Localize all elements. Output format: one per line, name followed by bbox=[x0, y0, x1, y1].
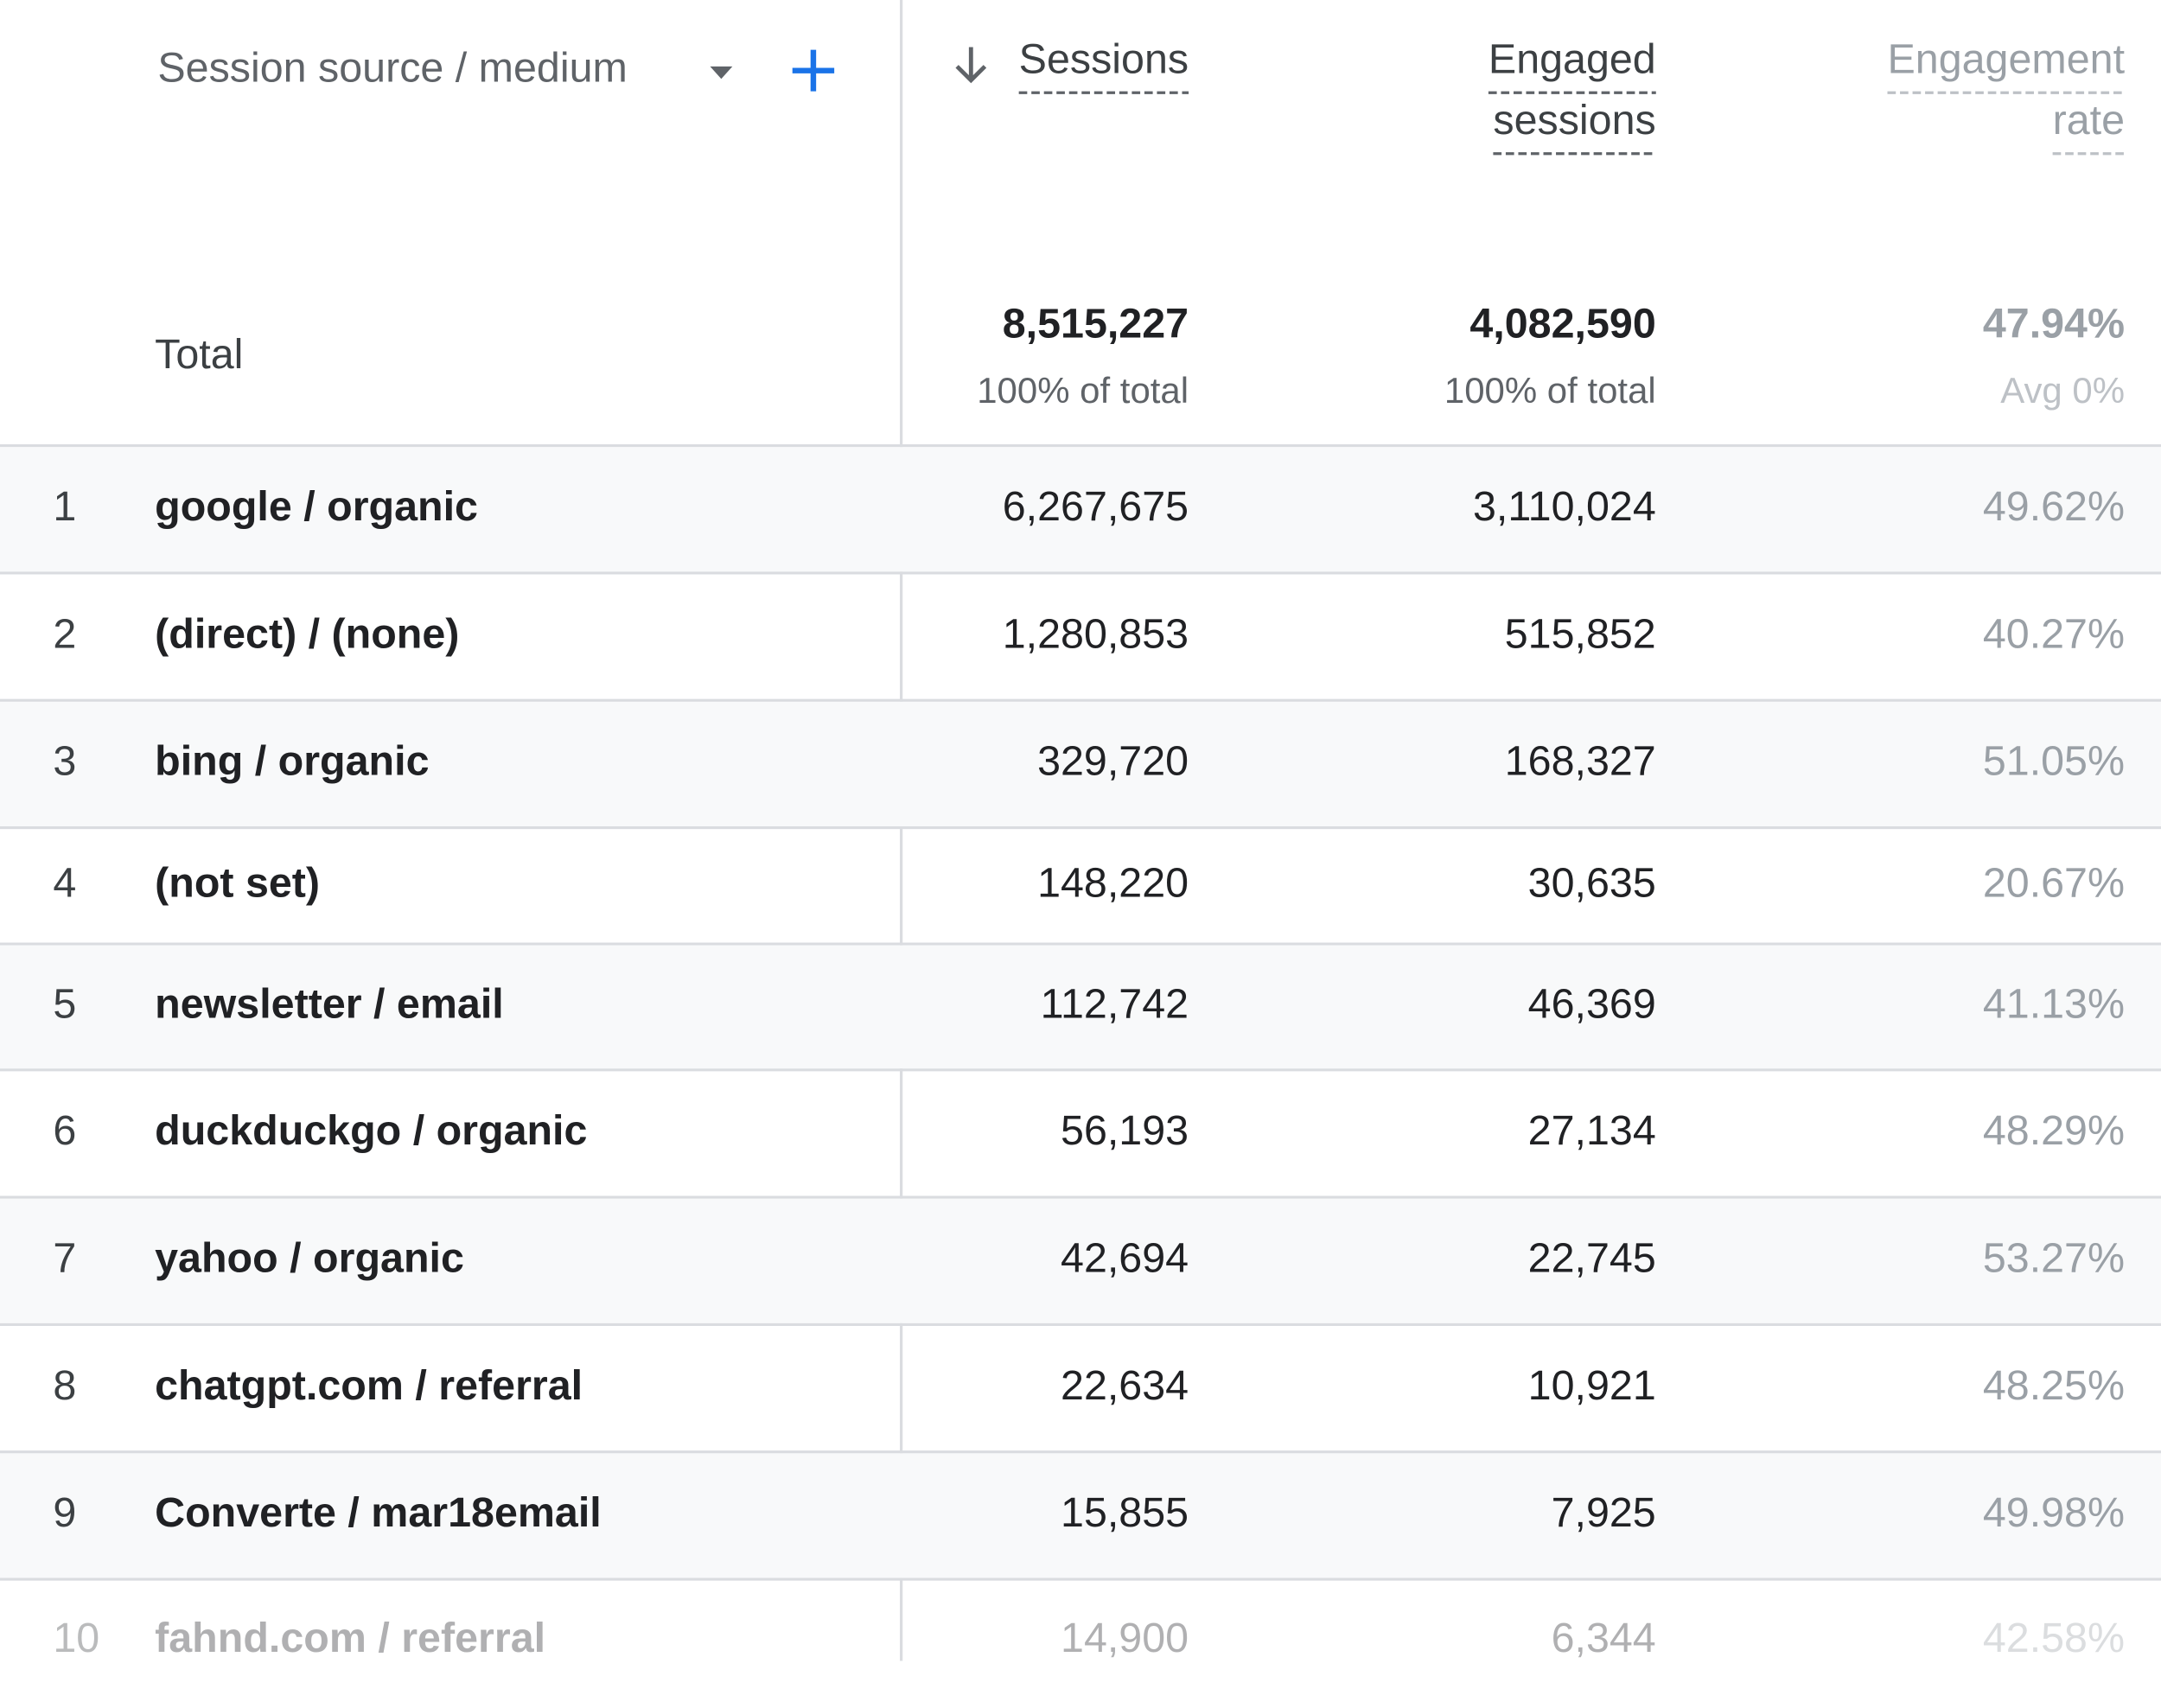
row-value: 329,720 bbox=[1037, 738, 1189, 785]
row-value: 53.27% bbox=[1983, 1235, 2125, 1282]
column-header[interactable]: Sessions bbox=[1019, 36, 1189, 83]
row-value: 10,921 bbox=[1528, 1362, 1656, 1409]
row-value: 56,193 bbox=[1061, 1107, 1189, 1154]
total-value: 47.94% bbox=[1983, 301, 2125, 347]
column-header[interactable]: sessions bbox=[1493, 97, 1655, 143]
total-value: 4,082,590 bbox=[1469, 301, 1655, 347]
row-value: 41.13% bbox=[1983, 981, 2125, 1028]
row-value: 20.67% bbox=[1983, 860, 2125, 907]
row-value: 42.58% bbox=[1983, 1615, 2125, 1661]
row-rank: 1 bbox=[53, 483, 76, 530]
row-value: 6,344 bbox=[1552, 1615, 1656, 1661]
column-header[interactable]: Engagement bbox=[1888, 36, 2126, 83]
row-value: 148,220 bbox=[1037, 860, 1189, 907]
row-rank: 9 bbox=[53, 1489, 76, 1536]
row-value: 48.25% bbox=[1983, 1362, 2125, 1409]
row-background bbox=[0, 1198, 2161, 1323]
row-background bbox=[0, 1453, 2161, 1578]
row-value: 3,110,024 bbox=[1473, 483, 1656, 530]
row-value: 6,267,675 bbox=[1003, 483, 1189, 530]
row-source[interactable]: (direct) / (none) bbox=[155, 610, 459, 657]
row-value: 14,900 bbox=[1061, 1615, 1189, 1661]
row-source[interactable]: google / organic bbox=[155, 483, 478, 530]
row-value: 49.98% bbox=[1983, 1489, 2125, 1536]
row-source[interactable]: newsletter / email bbox=[155, 981, 504, 1028]
column-header[interactable]: rate bbox=[2053, 97, 2125, 143]
row-value: 49.62% bbox=[1983, 483, 2125, 530]
column-header[interactable]: Engaged bbox=[1488, 36, 1656, 83]
row-rank: 10 bbox=[53, 1615, 99, 1661]
row-value: 46,369 bbox=[1528, 981, 1656, 1028]
row-value: 22,745 bbox=[1528, 1235, 1656, 1282]
row-value: 112,742 bbox=[1041, 981, 1189, 1028]
total-note: Avg 0% bbox=[2000, 370, 2125, 411]
row-value: 27,134 bbox=[1528, 1107, 1656, 1154]
row-value: 1,280,853 bbox=[1003, 610, 1189, 657]
row-value: 168,327 bbox=[1505, 738, 1656, 785]
total-label: Total bbox=[155, 331, 243, 378]
row-source[interactable]: Converte / mar18email bbox=[155, 1489, 602, 1536]
total-value: 8,515,227 bbox=[1003, 301, 1189, 347]
row-value: 7,925 bbox=[1552, 1489, 1656, 1536]
row-source[interactable]: fahnd.com / referral bbox=[155, 1615, 545, 1661]
row-rank: 3 bbox=[53, 738, 76, 785]
total-note: 100% of total bbox=[1444, 370, 1656, 411]
row-background bbox=[0, 701, 2161, 826]
row-source[interactable]: chatgpt.com / referral bbox=[155, 1362, 583, 1409]
add-dimension[interactable] bbox=[792, 49, 835, 92]
row-background bbox=[0, 447, 2161, 572]
row-value: 15,855 bbox=[1061, 1489, 1189, 1536]
sort-arrow[interactable] bbox=[955, 47, 987, 84]
row-source[interactable]: yahoo / organic bbox=[155, 1235, 464, 1282]
row-source[interactable]: (not set) bbox=[155, 860, 320, 907]
row-rank: 7 bbox=[53, 1235, 76, 1282]
row-rank: 2 bbox=[53, 610, 76, 657]
row-value: 42,694 bbox=[1061, 1235, 1189, 1282]
row-rank: 4 bbox=[53, 860, 76, 907]
total-note: 100% of total bbox=[977, 370, 1189, 411]
row-value: 515,852 bbox=[1505, 610, 1656, 657]
row-value: 51.05% bbox=[1983, 738, 2125, 785]
row-value: 48.29% bbox=[1983, 1107, 2125, 1154]
row-background bbox=[0, 945, 2161, 1069]
row-value: 30,635 bbox=[1528, 860, 1656, 907]
row-source[interactable]: bing / organic bbox=[155, 738, 429, 785]
row-rank: 5 bbox=[53, 981, 76, 1028]
dimension-header[interactable]: Session source / medium bbox=[157, 45, 627, 92]
row-rank: 6 bbox=[53, 1107, 76, 1154]
dropdown-arrow[interactable] bbox=[710, 66, 733, 80]
row-value: 22,634 bbox=[1061, 1362, 1189, 1409]
row-source[interactable]: duckduckgo / organic bbox=[155, 1107, 587, 1154]
row-rank: 8 bbox=[53, 1362, 76, 1409]
row-value: 40.27% bbox=[1983, 610, 2125, 657]
